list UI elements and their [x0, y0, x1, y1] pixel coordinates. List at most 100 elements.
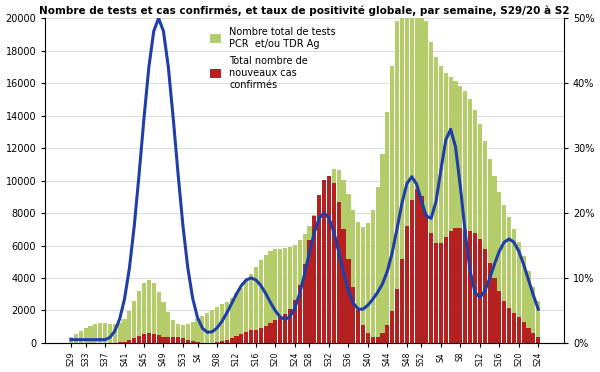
Bar	[224, 302, 229, 343]
Bar	[463, 230, 467, 343]
Bar	[478, 124, 482, 343]
Bar	[278, 317, 283, 343]
Bar	[205, 313, 209, 343]
Bar	[118, 323, 122, 343]
Bar	[244, 281, 248, 343]
Bar	[395, 21, 399, 343]
Bar	[263, 326, 268, 343]
Bar	[288, 247, 292, 343]
Bar	[390, 311, 394, 343]
Bar	[259, 328, 263, 343]
Bar	[118, 342, 122, 343]
Bar	[122, 341, 127, 343]
Bar	[181, 339, 185, 343]
Bar	[317, 195, 321, 343]
Bar	[346, 259, 350, 343]
Bar	[507, 217, 511, 343]
Bar	[351, 211, 355, 343]
Bar	[346, 195, 350, 343]
Bar	[488, 159, 491, 343]
Bar	[220, 341, 224, 343]
Bar	[166, 312, 170, 343]
Bar	[361, 227, 365, 343]
Bar	[244, 332, 248, 343]
Bar	[517, 317, 521, 343]
Bar	[380, 154, 385, 343]
Bar	[93, 324, 97, 343]
Bar	[176, 324, 180, 343]
Bar	[210, 310, 214, 343]
Bar	[502, 301, 506, 343]
Bar	[254, 267, 258, 343]
Bar	[239, 288, 244, 343]
Bar	[361, 325, 365, 343]
Bar	[532, 333, 535, 343]
Bar	[493, 176, 497, 343]
Bar	[341, 229, 346, 343]
Bar	[371, 210, 375, 343]
Bar	[259, 260, 263, 343]
Bar	[532, 287, 535, 343]
Bar	[424, 214, 428, 343]
Bar	[268, 323, 272, 343]
Bar	[69, 337, 73, 343]
Bar	[161, 302, 166, 343]
Bar	[288, 309, 292, 343]
Bar	[302, 264, 307, 343]
Bar	[439, 66, 443, 343]
Bar	[351, 288, 355, 343]
Bar	[439, 243, 443, 343]
Bar	[103, 323, 107, 343]
Bar	[415, 189, 419, 343]
Bar	[473, 234, 477, 343]
Bar	[249, 330, 253, 343]
Bar	[142, 334, 146, 343]
Bar	[98, 323, 102, 343]
Bar	[488, 263, 491, 343]
Bar	[249, 274, 253, 343]
Bar	[230, 298, 233, 343]
Bar	[454, 228, 458, 343]
Bar	[132, 301, 136, 343]
Bar	[79, 331, 83, 343]
Bar	[235, 294, 239, 343]
Bar	[293, 244, 297, 343]
Bar	[376, 337, 380, 343]
Bar	[526, 272, 530, 343]
Legend: Nombre total de tests
PCR  et/ou TDR Ag, Total nombre de
nouveaux cas
confirmés: Nombre total de tests PCR et/ou TDR Ag, …	[206, 23, 340, 93]
Bar	[186, 324, 190, 343]
Bar	[298, 285, 302, 343]
Bar	[482, 249, 487, 343]
Bar	[181, 325, 185, 343]
Bar	[419, 196, 424, 343]
Bar	[502, 205, 506, 343]
Bar	[512, 313, 516, 343]
Bar	[278, 248, 283, 343]
Bar	[458, 228, 463, 343]
Bar	[88, 326, 92, 343]
Bar	[171, 337, 175, 343]
Bar	[322, 180, 326, 343]
Bar	[196, 342, 200, 343]
Bar	[171, 320, 175, 343]
Bar	[186, 340, 190, 343]
Bar	[137, 291, 141, 343]
Bar	[521, 323, 526, 343]
Bar	[536, 301, 541, 343]
Bar	[298, 240, 302, 343]
Bar	[385, 112, 389, 343]
Bar	[152, 334, 156, 343]
Bar	[337, 170, 341, 343]
Bar	[307, 226, 311, 343]
Bar	[239, 334, 244, 343]
Bar	[293, 299, 297, 343]
Bar	[410, 18, 414, 343]
Bar	[74, 334, 78, 343]
Bar	[380, 333, 385, 343]
Bar	[220, 304, 224, 343]
Bar	[424, 22, 428, 343]
Bar	[327, 176, 331, 343]
Bar	[161, 337, 166, 343]
Bar	[166, 337, 170, 343]
Bar	[327, 177, 331, 343]
